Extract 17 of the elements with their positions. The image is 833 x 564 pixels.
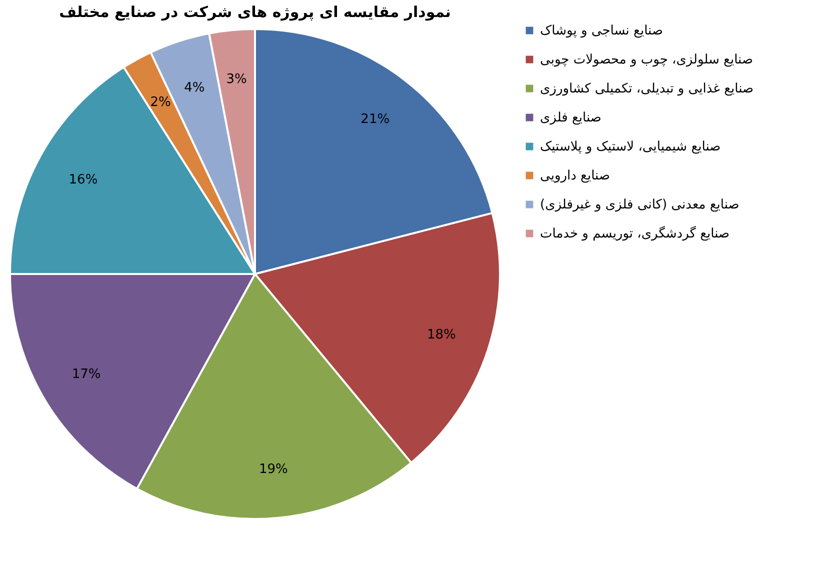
data-label: 19%	[258, 462, 288, 478]
data-label: 2%	[150, 95, 171, 110]
data-label: 4%	[184, 80, 205, 96]
legend-label: صنایع دارویی	[540, 168, 610, 184]
legend-label: صنایع گردشگری، توریسم و خدمات	[540, 226, 730, 242]
data-label: 16%	[68, 172, 98, 188]
legend-label: صنایع سلولزی، چوب و محصولات چوبی	[540, 52, 754, 68]
data-label: 17%	[72, 366, 101, 382]
data-label: 3%	[226, 72, 247, 87]
data-label: 18%	[426, 328, 456, 343]
legend-label: صنایع فلزی	[540, 110, 602, 126]
chart-title: نمودار مقایسه ای پروژه های شرکت در صنایع مختلف	[59, 3, 451, 21]
legend-label: صنایع غذایی و تبدیلی، تکمیلی کشاورزی	[540, 82, 754, 96]
legend-label: صنایع نساجی و پوشاک	[540, 24, 664, 38]
legend-label: صنایع معدنی (کانی فلزی و غیرفلزی)	[540, 198, 740, 212]
data-label: 21%	[360, 112, 390, 128]
legend-label: صنایع شیمیایی، لاستیک و پلاستیک	[540, 140, 721, 154]
